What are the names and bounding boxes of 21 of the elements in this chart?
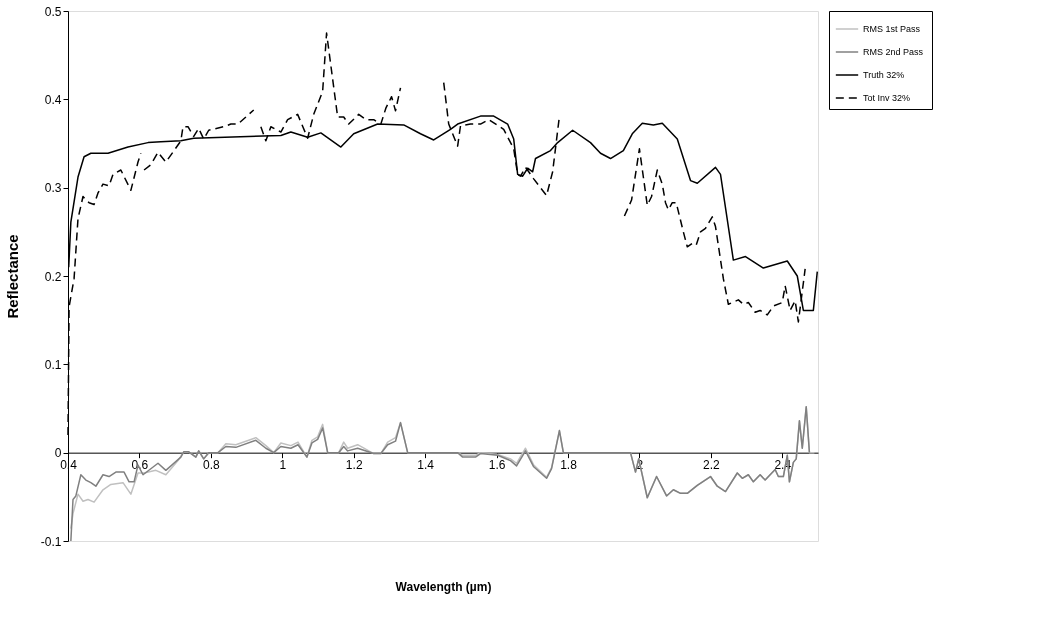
x-tick-label: 1.6 (488, 458, 506, 473)
y-tick-label: 0.3 (44, 181, 62, 196)
x-axis-title: Wavelength (µm) (395, 579, 492, 594)
legend-label: RMS 1st Pass (863, 24, 921, 34)
legend-label: Tot Inv 32% (863, 93, 911, 103)
x-tick-label: 0.6 (131, 458, 149, 473)
y-tick-label: 0.4 (44, 92, 62, 107)
x-tick-label: 1 (279, 458, 287, 473)
y-tick-label: 0.2 (44, 269, 62, 284)
x-tick-label: 1.4 (417, 458, 435, 473)
x-tick-label: 1.8 (560, 458, 578, 473)
y-tick-label: 0 (54, 446, 62, 461)
y-tick-label: 0.1 (44, 357, 62, 372)
y-tick-label: 0.5 (44, 4, 62, 19)
legend-label: Truth 32% (863, 70, 905, 80)
x-tick-label: 1.2 (345, 458, 363, 473)
y-axis-title: Reflectance (3, 234, 21, 319)
x-tick-label: 2.2 (703, 458, 721, 473)
y-tick-label: -0.1 (40, 534, 62, 549)
legend-label: RMS 2nd Pass (863, 47, 924, 57)
x-tick-label: 0.8 (203, 458, 221, 473)
